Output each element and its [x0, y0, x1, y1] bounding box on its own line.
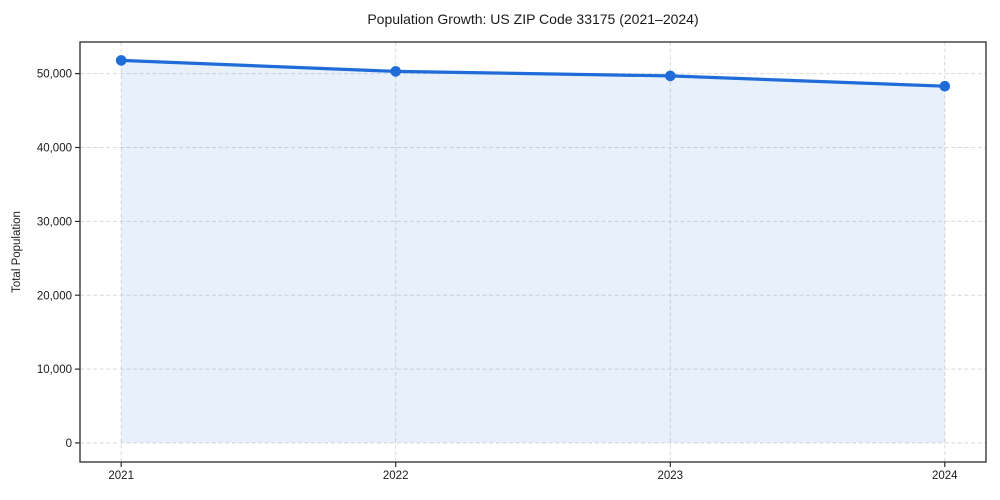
data-point	[665, 70, 676, 82]
x-tick-label: 2022	[383, 470, 409, 482]
y-tick-label: 0	[66, 438, 72, 450]
y-tick-label: 40,000	[37, 143, 72, 155]
x-tick-label: 2024	[932, 470, 958, 482]
data-point-markers	[115, 55, 951, 92]
trend-line	[119, 58, 947, 88]
x-tick-label: 2021	[108, 470, 134, 482]
y-axis-label: Total Population	[11, 211, 23, 293]
data-point	[390, 66, 402, 77]
data-point	[939, 80, 951, 92]
plot-border	[79, 41, 987, 463]
axis-tick-marks	[75, 72, 946, 467]
gridlines	[80, 42, 986, 462]
y-tick-labels: 0 10,000 20,000 30,000 40,000 50,000	[37, 69, 72, 450]
y-tick-label: 20,000	[37, 290, 72, 302]
data-point	[115, 55, 127, 66]
area-fill	[121, 60, 945, 443]
y-tick-label: 50,000	[37, 69, 72, 81]
chart-title: Population Growth: US ZIP Code 33175 (20…	[367, 11, 698, 27]
x-tick-labels: 2021 2022 2023 2024	[108, 470, 958, 482]
y-tick-label: 30,000	[37, 217, 72, 229]
y-tick-label: 10,000	[37, 364, 72, 376]
x-tick-label: 2023	[658, 470, 684, 482]
